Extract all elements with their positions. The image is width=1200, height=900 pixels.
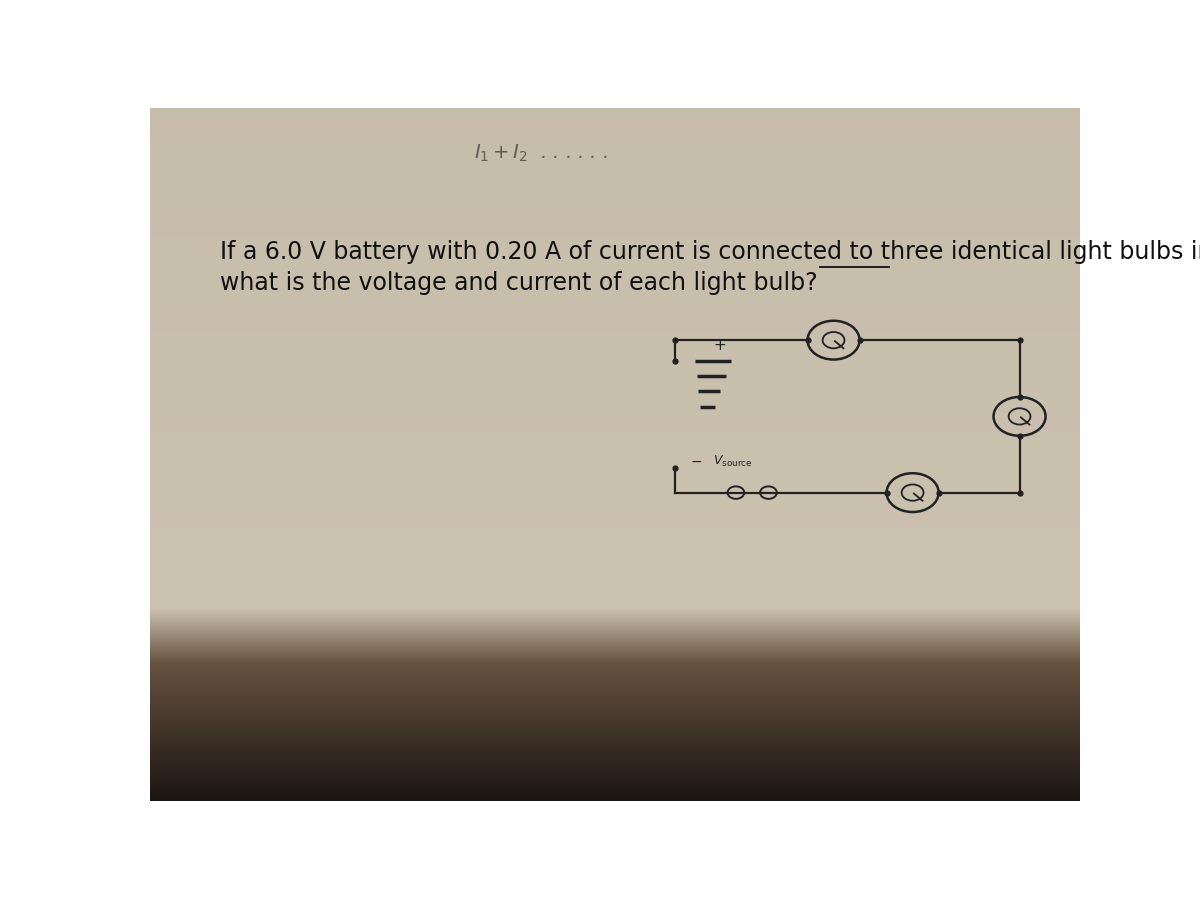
Text: $V_{\mathrm{source}}$: $V_{\mathrm{source}}$	[713, 454, 752, 469]
Text: −: −	[690, 454, 702, 468]
Text: +: +	[714, 338, 726, 353]
Text: $I_1 + I_2$  . . . . . .: $I_1 + I_2$ . . . . . .	[474, 142, 607, 164]
Text: If a 6.0 V battery with 0.20 A of current is connected to three identical light : If a 6.0 V battery with 0.20 A of curren…	[220, 240, 1200, 264]
Text: what is the voltage and current of each light bulb?: what is the voltage and current of each …	[220, 271, 817, 295]
